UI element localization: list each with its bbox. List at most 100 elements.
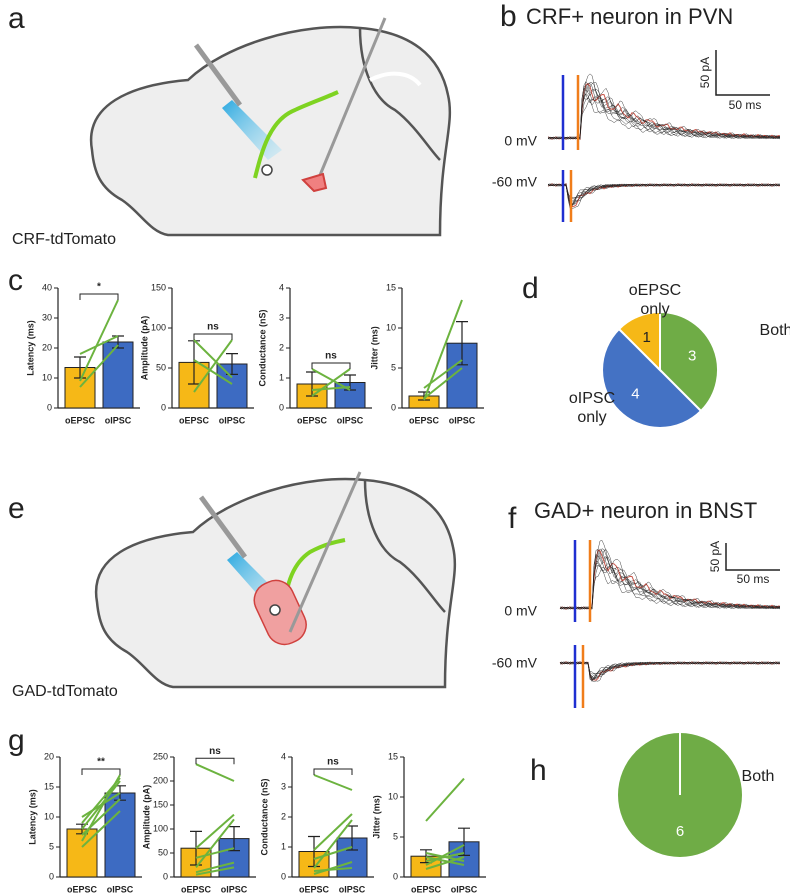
panel-letter: f [508, 502, 517, 535]
x-tick-label: oIPSC [451, 884, 478, 894]
y-tick-label: 15 [44, 781, 54, 791]
y-tick-label: 10 [44, 811, 54, 821]
y-axis-label: Amplitude (pA) [139, 316, 149, 381]
paired-line [79, 344, 119, 388]
y-tick-label: 2 [279, 342, 284, 352]
y-tick-label: 2 [281, 811, 286, 821]
paired-line [193, 339, 233, 379]
error-bar [458, 827, 470, 856]
significance-label: ns [327, 757, 339, 768]
y-tick-label: 40 [42, 282, 52, 292]
y-tick-label: 0 [47, 402, 52, 412]
slice-label: Both [741, 768, 775, 785]
y-axis-label: Conductance (nS) [259, 778, 269, 855]
x-tick-label: oIPSC [107, 884, 134, 894]
y-tick-label: 10 [386, 322, 396, 332]
y-tick-label: 30 [42, 312, 52, 322]
y-tick-label: 10 [388, 791, 398, 801]
trace-group [559, 540, 781, 622]
y-tick-label: 3 [279, 312, 284, 322]
trace-group [559, 645, 781, 708]
y-tick-label: 100 [153, 823, 168, 833]
paired-line [79, 299, 119, 382]
trace [547, 183, 781, 205]
paired-line [313, 867, 353, 872]
slice-value: 4 [631, 386, 639, 403]
paired-line [311, 368, 351, 397]
paired-line [313, 819, 353, 869]
y-tick-label: 200 [153, 775, 168, 785]
scale-label: 50 pA [708, 541, 722, 572]
paired-line [195, 847, 235, 859]
paired-line [423, 367, 463, 400]
holding-potential: 0 mV [504, 603, 537, 619]
brain-diagram [94, 471, 457, 689]
significance-label: * [97, 282, 101, 293]
paired-line [81, 810, 121, 848]
trace-group [547, 73, 781, 150]
x-tick-label: oEPSC [411, 884, 442, 894]
paired-line [195, 763, 235, 782]
x-tick-label: oEPSC [409, 415, 440, 425]
paired-line [311, 386, 351, 391]
y-tick-label: 0 [393, 871, 398, 881]
trace [547, 183, 781, 200]
paired-line [193, 339, 233, 393]
y-tick-label: 1 [279, 372, 284, 382]
y-axis-label: Latency (ms) [27, 789, 37, 845]
y-tick-label: 0 [391, 402, 396, 412]
y-tick-label: 0 [281, 871, 286, 881]
paired-line [195, 861, 235, 874]
scale-label: 50 ms [729, 98, 762, 112]
y-tick-label: 4 [281, 751, 286, 761]
y-tick-label: 250 [153, 751, 168, 761]
x-tick-label: oEPSC [65, 415, 96, 425]
panel-letter: c [8, 264, 23, 297]
significance-bracket [193, 333, 233, 340]
paired-line [423, 359, 463, 389]
trace [547, 183, 781, 205]
error-bar [456, 321, 468, 366]
paired-line [81, 777, 121, 824]
significance-label: ns [209, 746, 221, 757]
paired-line [425, 856, 465, 866]
y-tick-label: 0 [279, 402, 284, 412]
panel-letter: a [8, 2, 25, 35]
y-tick-label: 100 [151, 322, 166, 332]
slice-value: 3 [688, 348, 696, 365]
paired-line [195, 866, 235, 876]
pie-slice [617, 310, 661, 373]
x-tick-label: oIPSC [337, 415, 364, 425]
trace [547, 183, 781, 209]
paired-line [81, 792, 121, 818]
trace [547, 73, 781, 140]
paired-line [195, 813, 235, 849]
bar [104, 792, 136, 878]
scale-label: 50 ms [737, 572, 770, 586]
panel-letter: h [530, 754, 547, 787]
y-tick-label: 150 [151, 282, 166, 292]
significance-label: ** [97, 757, 105, 768]
pie-slice [659, 310, 719, 413]
y-tick-label: 50 [158, 847, 168, 857]
trace [547, 182, 781, 208]
trace [559, 661, 781, 681]
y-tick-label: 15 [386, 282, 396, 292]
error-bar [74, 356, 86, 379]
y-axis-label: Jitter (ms) [369, 326, 379, 370]
holding-potential: 0 mV [504, 133, 537, 149]
paired-line [425, 777, 465, 822]
scale-bar [725, 543, 780, 571]
paired-line [313, 813, 353, 851]
x-tick-label: oIPSC [219, 415, 246, 425]
y-tick-label: 0 [49, 871, 54, 881]
holding-potential: -60 mV [492, 655, 538, 671]
x-tick-label: oEPSC [181, 884, 212, 894]
paired-line [313, 846, 353, 860]
significance-label: ns [207, 322, 219, 333]
panel-letter: b [500, 0, 517, 33]
slice-label: oEPSC only [628, 282, 682, 318]
bar [446, 342, 478, 409]
significance-bracket [81, 768, 121, 775]
trace [547, 97, 781, 140]
